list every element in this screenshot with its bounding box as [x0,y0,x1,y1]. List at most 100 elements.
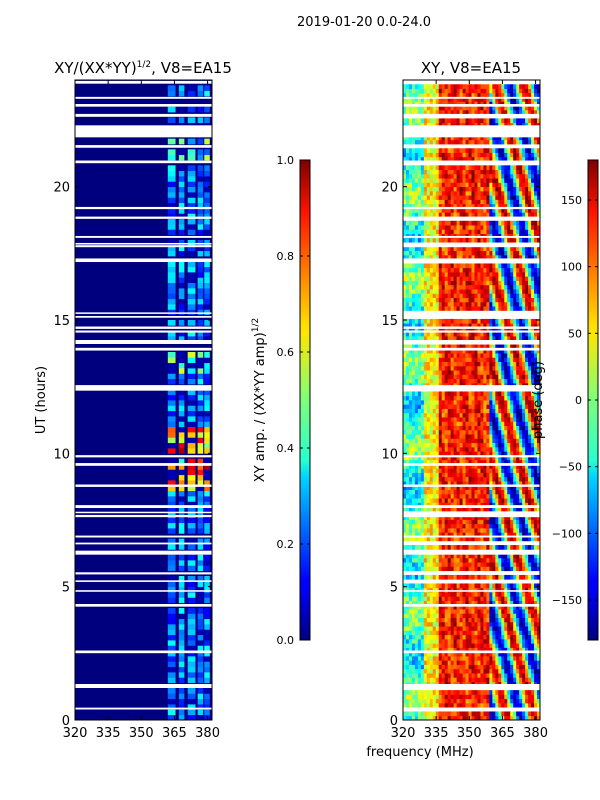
phase-cell [403,519,407,525]
phase-cell [531,348,535,354]
amplitude-cell [167,378,176,385]
phase-cell [420,715,425,720]
phase-cell [534,638,538,644]
phase-cell [495,587,499,593]
phase-cell [465,365,469,371]
phase-cell [522,327,526,333]
phase-cell [495,515,499,520]
phase-cell [423,395,428,401]
phase-cell [447,643,452,648]
phase-cell [471,698,475,704]
phase-cell [438,336,443,341]
phase-cell [471,715,475,720]
phase-cell [423,506,428,512]
phase-cell [408,690,413,695]
phase-cell [462,361,466,367]
amplitude-cell [204,416,210,422]
phase-cell [492,481,496,486]
phase-cell [522,391,526,397]
phase-cell [522,301,526,307]
phase-cell [525,348,529,354]
phase-cell [456,289,460,294]
phase-cell [510,353,514,358]
phase-cell [432,365,437,371]
phase-cell [504,596,508,601]
phase-cell [486,301,490,307]
phase-cell [468,523,472,529]
phase-cell [498,600,502,606]
phase-cell [504,361,508,367]
phase-cell [519,412,523,418]
phase-cell [432,361,437,367]
amplitude-flagged-row [75,245,212,248]
phase-cell [414,417,419,422]
phase-cell [534,677,538,682]
phase-cell [498,361,502,367]
phase-cell [411,519,416,525]
phase-cell [429,604,434,610]
amplitude-cell [178,517,185,524]
phase-cell [513,715,517,720]
amplitude-cell [187,224,196,230]
phase-cell [447,489,452,495]
phase-cell [438,502,443,508]
phase-cell [492,468,496,473]
phase-cell [486,617,490,623]
phase-cell [459,344,463,350]
amplitude-panel-title: XY/(XX*YY)1/2, V8=EA15 [54,59,232,77]
phase-cell [534,272,538,277]
phase-cell [423,515,428,520]
phase-cell [483,391,487,397]
phase-cell [474,609,478,614]
phase-cell [426,455,431,461]
phase-cell [405,690,410,695]
phase-cell [417,485,422,490]
phase-cell [504,425,508,431]
phase-cell [408,263,413,269]
phase-cell [459,596,463,601]
phase-cell [417,459,422,465]
amplitude-cell [197,288,204,294]
phase-cell [501,442,505,448]
phase-cell [477,694,481,700]
phase-cell [528,455,532,461]
phase-cell [501,438,505,444]
phase-cell [504,583,508,589]
phase-cell [537,293,540,298]
phase-cell [405,353,410,358]
phase-cell [513,284,517,290]
phase-cell [444,587,449,593]
phase-cell [537,476,540,482]
phase-cell [492,536,496,542]
phase-cell [441,519,446,525]
phase-cell [471,660,475,665]
phase-cell [471,293,475,298]
phase-cell [483,370,487,375]
amplitude-cell [167,528,176,534]
phase-cell [507,566,511,572]
phase-cell [495,289,499,294]
amplitude-cell [204,709,210,716]
phase-cell [501,515,505,520]
phase-cell [528,348,532,354]
phase-cell [477,451,481,456]
phase-cell [525,417,529,422]
phase-cell [429,434,434,439]
phase-cell [522,519,526,525]
amplitude-cell [167,501,176,508]
phase-cell [492,634,496,640]
phase-cell [510,557,514,563]
phase-cell [459,498,463,503]
amplitude-flagged-row [75,650,212,654]
phase-cell [426,506,431,512]
phase-cell [459,626,463,631]
phase-cell [510,600,514,606]
phase-cell [429,523,434,529]
phase-cell [489,626,493,631]
amplitude-cell [204,330,210,337]
phase-cell [408,365,413,371]
phase-cell [411,293,416,298]
phase-cell [531,660,535,665]
phase-cell [462,668,466,674]
phase-cell [432,711,437,717]
